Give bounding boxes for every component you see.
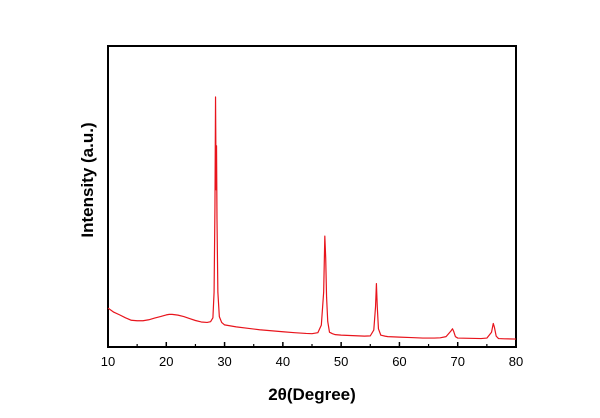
x-tick-label: 50 xyxy=(334,354,348,369)
x-tick-label: 70 xyxy=(450,354,464,369)
x-tick-label: 60 xyxy=(392,354,406,369)
series-line xyxy=(107,96,517,340)
x-tick-label: 20 xyxy=(159,354,173,369)
x-axis-tick-labels: 10 20 30 40 50 60 70 80 xyxy=(101,354,523,369)
y-axis-title: Intensity (a.u.) xyxy=(78,122,97,237)
x-tick-label: 10 xyxy=(101,354,115,369)
plot-frame xyxy=(107,45,517,348)
x-axis-ticks xyxy=(107,342,517,347)
x-tick-label: 40 xyxy=(276,354,290,369)
x-tick-label: 80 xyxy=(509,354,523,369)
x-tick-label: 30 xyxy=(217,354,231,369)
x-axis-title: 2θ(Degree) xyxy=(268,385,356,404)
